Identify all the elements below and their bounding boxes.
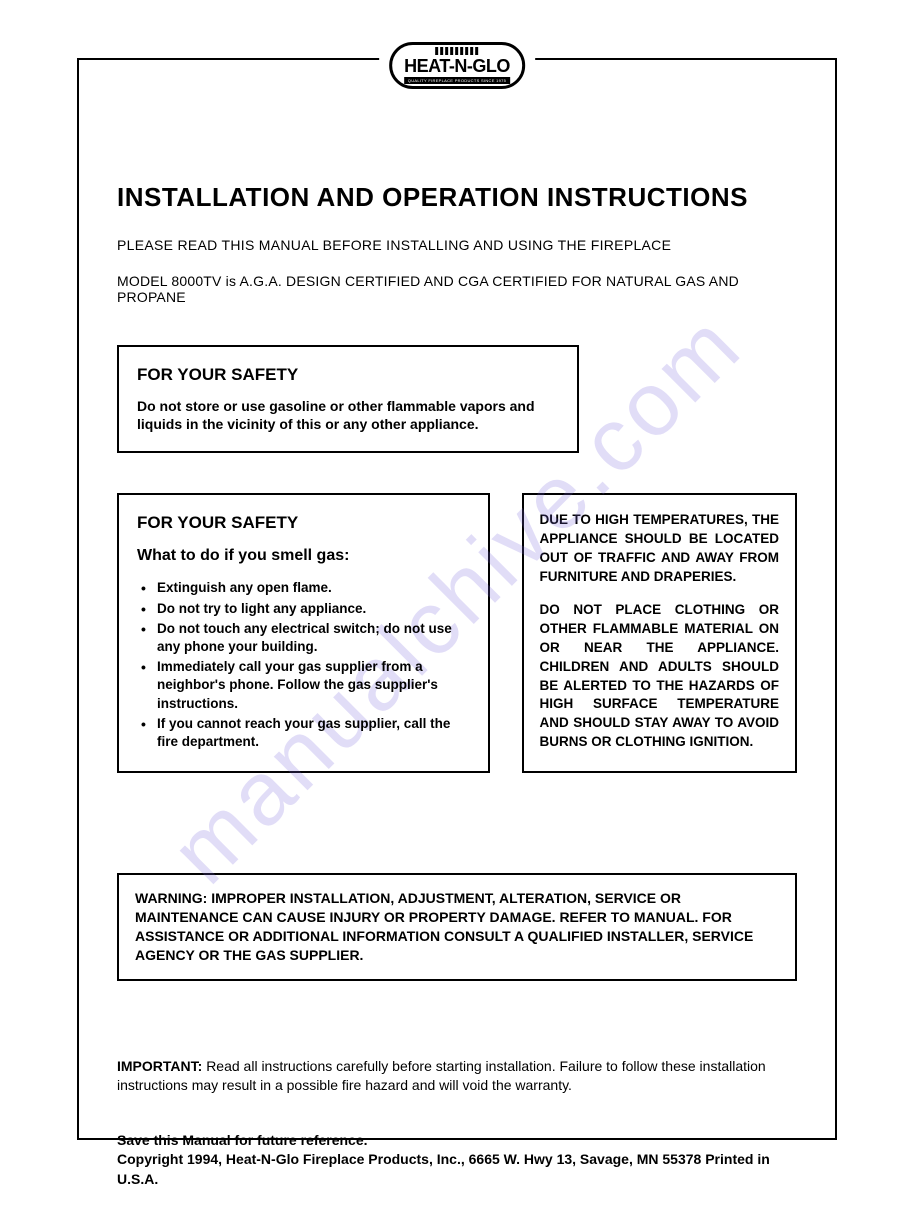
list-item: Do not try to light any appliance.	[137, 600, 470, 618]
list-item: Do not touch any electrical switch; do n…	[137, 620, 470, 656]
list-item: Extinguish any open flame.	[137, 579, 470, 597]
warning-label: WARNING:	[135, 890, 211, 906]
temp-para-1: DUE TO HIGH TEMPERATURES, THE APPLIANCE …	[540, 511, 779, 587]
safety-gas-subtitle: What to do if you smell gas:	[137, 547, 470, 565]
temperature-warning-box: DUE TO HIGH TEMPERATURES, THE APPLIANCE …	[522, 493, 797, 773]
logo-stripes-icon	[404, 47, 510, 55]
safety-gas-title: FOR YOUR SAFETY	[137, 513, 470, 533]
list-item: If you cannot reach your gas supplier, c…	[137, 715, 470, 751]
page-border: HEAT-N-GLO QUALITY FIREPLACE PRODUCTS SI…	[77, 58, 837, 1140]
footer: Save this Manual for future reference. C…	[117, 1131, 797, 1190]
logo-container: HEAT-N-GLO QUALITY FIREPLACE PRODUCTS SI…	[379, 42, 535, 89]
warning-body: IMPROPER INSTALLATION, ADJUSTMENT, ALTER…	[135, 890, 753, 963]
important-body: Read all instructions carefully before s…	[117, 1058, 766, 1093]
subtitle-model-cert: MODEL 8000TV is A.G.A. DESIGN CERTIFIED …	[117, 273, 797, 305]
footer-copyright: Copyright 1994, Heat-N-Glo Fireplace Pro…	[117, 1150, 797, 1189]
footer-save-manual: Save this Manual for future reference.	[117, 1131, 797, 1151]
important-text: IMPORTANT: Read all instructions careful…	[117, 1057, 797, 1095]
brand-logo: HEAT-N-GLO QUALITY FIREPLACE PRODUCTS SI…	[389, 42, 525, 89]
safety-gas-list: Extinguish any open flame. Do not try to…	[137, 579, 470, 751]
content-area: INSTALLATION AND OPERATION INSTRUCTIONS …	[79, 60, 835, 1219]
logo-subtitle: QUALITY FIREPLACE PRODUCTS SINCE 1975	[404, 77, 510, 84]
safety-text: Do not store or use gasoline or other fl…	[137, 397, 559, 433]
two-column-row: FOR YOUR SAFETY What to do if you smell …	[117, 493, 797, 773]
subtitle-read-manual: PLEASE READ THIS MANUAL BEFORE INSTALLIN…	[117, 237, 797, 253]
warning-text: WARNING: IMPROPER INSTALLATION, ADJUSTME…	[135, 889, 779, 965]
safety-box-gasoline: FOR YOUR SAFETY Do not store or use gaso…	[117, 345, 579, 453]
main-title: INSTALLATION AND OPERATION INSTRUCTIONS	[117, 182, 797, 213]
warning-box: WARNING: IMPROPER INSTALLATION, ADJUSTME…	[117, 873, 797, 981]
temp-para-2: DO NOT PLACE CLOTHING OR OTHER FLAMMABLE…	[540, 601, 779, 752]
safety-box-gas-smell: FOR YOUR SAFETY What to do if you smell …	[117, 493, 490, 773]
list-item: Immediately call your gas supplier from …	[137, 658, 470, 713]
safety-title: FOR YOUR SAFETY	[137, 365, 559, 385]
important-label: IMPORTANT:	[117, 1058, 206, 1074]
logo-text: HEAT-N-GLO	[404, 56, 510, 77]
